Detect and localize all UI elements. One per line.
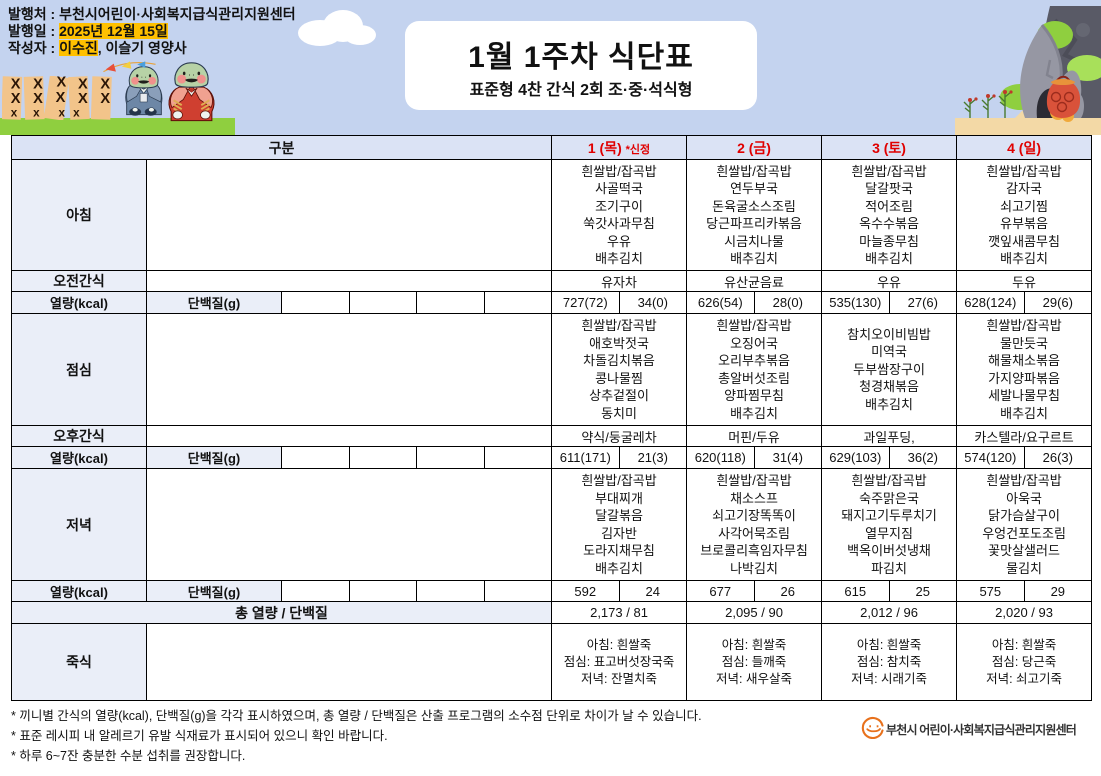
svg-text:X: X xyxy=(56,90,66,106)
svg-text:x: x xyxy=(58,107,65,120)
svg-text:x: x xyxy=(33,107,40,120)
svg-text:X: X xyxy=(57,76,67,90)
svg-text:X: X xyxy=(100,91,110,107)
svg-text:X: X xyxy=(33,91,43,107)
svg-text:x: x xyxy=(11,107,18,120)
svg-text:X: X xyxy=(78,76,88,92)
svg-text:X: X xyxy=(33,76,43,92)
svg-text:X: X xyxy=(78,91,88,107)
svg-text:X: X xyxy=(11,76,21,92)
svg-text:X: X xyxy=(11,91,21,107)
svg-text:x: x xyxy=(73,107,80,120)
